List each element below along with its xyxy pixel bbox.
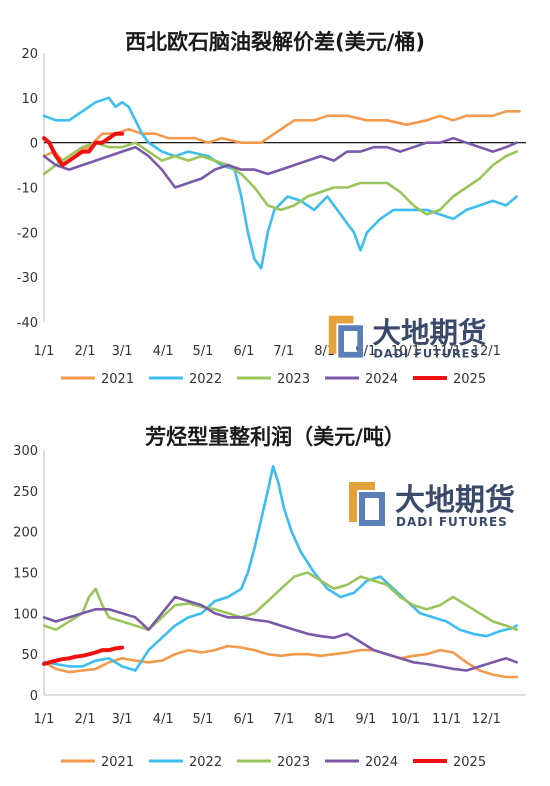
watermark-sub: DADI FUTURES: [396, 515, 508, 529]
x-tick-label: 6/1: [233, 712, 254, 727]
legend-label-2025: 2025: [453, 755, 486, 770]
logo-mark-gold: [328, 315, 354, 354]
x-tick-label: 12/1: [472, 712, 501, 727]
x-tick-label: 11/1: [432, 344, 461, 359]
series-line-2024: [42, 136, 519, 189]
y-tick-label: 50: [21, 648, 38, 663]
x-tick-label: 8/1: [314, 712, 335, 727]
series-line-2023: [42, 141, 519, 216]
x-tick-label: 1/1: [34, 344, 55, 359]
legend-label-2024: 2024: [365, 755, 398, 770]
y-tick-label: -10: [17, 182, 38, 197]
x-tick-label: 4/1: [153, 712, 174, 727]
y-tick-label: 0: [30, 137, 38, 152]
x-tick-label: 7/1: [273, 344, 294, 359]
legend-label-2021: 2021: [101, 372, 134, 387]
y-tick-label: 300: [13, 444, 38, 459]
logo-mark-gold: [349, 482, 375, 522]
series-line-2024: [42, 595, 519, 672]
y-tick-label: 250: [13, 485, 38, 500]
x-tick-label: 5/1: [192, 712, 213, 727]
watermark-name: 大地期货: [373, 316, 487, 349]
series-line-2021: [42, 644, 519, 679]
series-line-2022: [42, 465, 519, 672]
series-line-2025: [42, 131, 125, 168]
x-tick-label: 5/1: [192, 344, 213, 359]
legend-label-2022: 2022: [189, 372, 222, 387]
y-tick-label: -20: [17, 226, 38, 241]
y-tick-label: 0: [30, 689, 38, 704]
y-tick-label: 150: [13, 567, 38, 582]
x-tick-label: 9/1: [355, 712, 376, 727]
logo-mark-blue: [359, 492, 385, 526]
x-tick-label: 10/1: [391, 344, 420, 359]
legend-label-2022: 2022: [189, 755, 222, 770]
chart-title: 芳烃型重整利润（美元/吨）: [145, 425, 405, 449]
legend-label-2021: 2021: [101, 755, 134, 770]
naphtha-crack-spread-chart: 西北欧石脑油裂解价差(美元/桶) 20 10 0 -10 -20 -30 -40 1/1 2/1…: [17, 30, 526, 387]
x-tick-label: 12/1: [472, 344, 501, 359]
y-tick-label: 10: [21, 92, 38, 107]
x-tick-label: 3/1: [112, 712, 133, 727]
x-tick-label: 4/1: [153, 344, 174, 359]
x-tick-label: 1/1: [34, 712, 55, 727]
series-line-2021: [42, 110, 521, 162]
chart-title: 西北欧石脑油裂解价差(美元/桶): [125, 30, 425, 54]
y-tick-label: 200: [13, 526, 38, 541]
legend-label-2023: 2023: [277, 372, 310, 387]
x-tick-label: 7/1: [273, 712, 294, 727]
series-line-2022: [42, 96, 519, 270]
y-tick-label: -30: [17, 271, 38, 286]
legend-label-2023: 2023: [277, 755, 310, 770]
x-tick-label: 2/1: [75, 712, 96, 727]
x-tick-label: 6/1: [233, 344, 254, 359]
series-line-2025: [42, 645, 125, 666]
x-tick-label: 3/1: [112, 344, 133, 359]
legend-label-2024: 2024: [365, 372, 398, 387]
x-tick-label: 10/1: [391, 712, 420, 727]
legend-label-2025: 2025: [453, 372, 486, 387]
x-tick-label: 11/1: [432, 712, 461, 727]
y-tick-label: 100: [13, 607, 38, 622]
logo-mark-blue: [338, 325, 363, 358]
x-tick-label: 2/1: [75, 344, 96, 359]
aromatics-reforming-profit-chart: 芳烃型重整利润（美元/吨） 300 250 200 150 100 50 0 1/1 2/1 3/…: [0, 393, 550, 786]
watermark-sub: DADI FUTURES: [373, 347, 479, 361]
reforming-chart-svg: 300 250 200 150 100 50 0 1/1 2/1 3/1 4/1 5/1 6/1 7/1 8…: [13, 444, 526, 770]
watermark-name: 大地期货: [395, 483, 515, 518]
y-tick-label: -40: [17, 316, 38, 331]
y-tick-label: 20: [21, 47, 38, 62]
